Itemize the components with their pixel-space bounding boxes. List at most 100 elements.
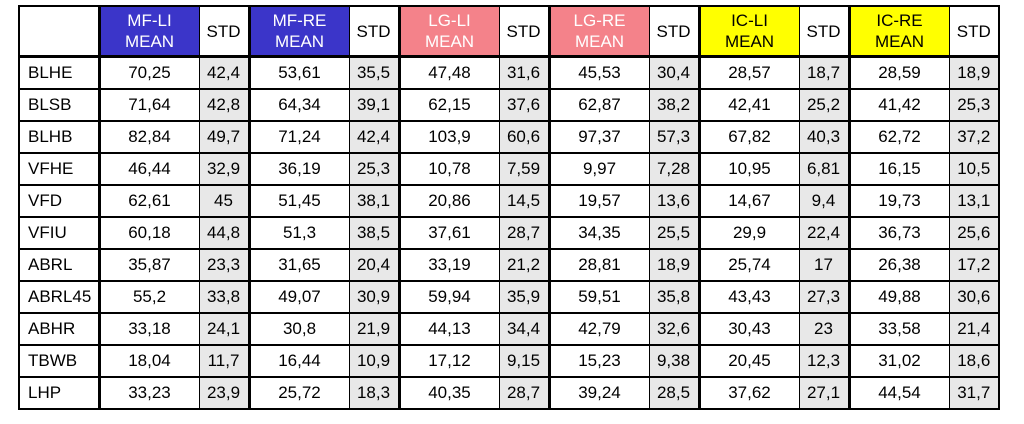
mean-value-cell: 35,87 <box>97 248 200 282</box>
std-value-cell: 22,4 <box>798 216 850 250</box>
mean-value-cell: 67,82 <box>697 120 800 154</box>
mean-value-cell: 36,19 <box>247 152 350 186</box>
mean-value-cell: 36,73 <box>847 216 950 250</box>
std-value-cell: 6,81 <box>798 152 850 186</box>
mean-value-cell: 39,24 <box>547 376 650 410</box>
std-value-cell: 18,7 <box>798 55 850 90</box>
table-row: BLHE 70,25 42,4 53,61 35,5 47,48 31,6 45,53 30,4… <box>18 55 1000 90</box>
row-label-vfhe: VFHE <box>18 152 101 186</box>
std-value-cell: 25,3 <box>948 88 1000 122</box>
data-table: MF-LI MEAN STD MF-RE MEAN STD LG-LI MEAN STD L… <box>18 5 1000 410</box>
mean-value-cell: 59,94 <box>397 280 500 314</box>
column-header-mf-re-mean: MF-RE MEAN <box>247 5 350 58</box>
std-value-cell: 18,9 <box>948 55 1000 90</box>
std-value-cell: 60,6 <box>498 120 550 154</box>
std-value-cell: 39,1 <box>348 88 400 122</box>
mean-value-cell: 71,64 <box>97 88 200 122</box>
std-value-cell: 35,9 <box>498 280 550 314</box>
std-value-cell: 44,8 <box>198 216 250 250</box>
std-value-cell: 27,3 <box>798 280 850 314</box>
std-value-cell: 31,6 <box>498 55 550 90</box>
mean-value-cell: 33,19 <box>397 248 500 282</box>
std-value-cell: 40,3 <box>798 120 850 154</box>
table-row: VFIU 60,18 44,8 51,3 38,5 37,61 28,7 34,35 25,5 2… <box>18 216 1000 250</box>
std-value-cell: 31,7 <box>948 376 1000 410</box>
row-label-abhr: ABHR <box>18 312 101 346</box>
std-value-cell: 42,8 <box>198 88 250 122</box>
row-label-abrl: ABRL <box>18 248 101 282</box>
column-header-lg-re-mean: LG-RE MEAN <box>547 5 650 58</box>
row-label-blsb: BLSB <box>18 88 101 122</box>
mean-value-cell: 62,87 <box>547 88 650 122</box>
std-value-cell: 23,9 <box>198 376 250 410</box>
mean-value-cell: 33,18 <box>97 312 200 346</box>
std-value-cell: 18,3 <box>348 376 400 410</box>
std-value-cell: 10,9 <box>348 344 400 378</box>
mean-value-cell: 97,37 <box>547 120 650 154</box>
mean-value-cell: 70,25 <box>97 55 200 90</box>
mean-value-cell: 28,59 <box>847 55 950 90</box>
std-value-cell: 17,2 <box>948 248 1000 282</box>
table-row: ABRL45 55,2 33,8 49,07 30,9 59,94 35,9 59,51 35,… <box>18 280 1000 314</box>
column-header-std: STD <box>648 5 700 58</box>
std-value-cell: 45 <box>198 184 250 218</box>
mean-value-cell: 62,15 <box>397 88 500 122</box>
std-value-cell: 7,59 <box>498 152 550 186</box>
mean-value-cell: 60,18 <box>97 216 200 250</box>
std-value-cell: 34,4 <box>498 312 550 346</box>
mean-value-cell: 19,73 <box>847 184 950 218</box>
mean-value-cell: 37,62 <box>697 376 800 410</box>
mean-value-cell: 25,72 <box>247 376 350 410</box>
column-header-lg-li-mean: LG-LI MEAN <box>397 5 500 58</box>
std-value-cell: 49,7 <box>198 120 250 154</box>
std-value-cell: 21,9 <box>348 312 400 346</box>
mean-value-cell: 62,72 <box>847 120 950 154</box>
std-value-cell: 9,38 <box>648 344 700 378</box>
mean-value-cell: 30,43 <box>697 312 800 346</box>
column-header-std: STD <box>498 5 550 58</box>
column-header-std: STD <box>348 5 400 58</box>
std-value-cell: 7,28 <box>648 152 700 186</box>
std-value-cell: 30,9 <box>348 280 400 314</box>
table-head-row: MF-LI MEAN STD MF-RE MEAN STD LG-LI MEAN STD L… <box>18 5 1000 58</box>
std-value-cell: 35,8 <box>648 280 700 314</box>
column-header-std: STD <box>948 5 1000 58</box>
mean-value-cell: 40,35 <box>397 376 500 410</box>
table-row: VFD 62,61 45 51,45 38,1 20,86 14,5 19,57 13,6 14,… <box>18 184 1000 218</box>
column-header-std: STD <box>798 5 850 58</box>
mean-value-cell: 18,04 <box>97 344 200 378</box>
std-value-cell: 25,5 <box>648 216 700 250</box>
mean-value-cell: 30,8 <box>247 312 350 346</box>
mean-value-cell: 71,24 <box>247 120 350 154</box>
row-label-tbwb: TBWB <box>18 344 101 378</box>
std-value-cell: 20,4 <box>348 248 400 282</box>
mean-value-cell: 15,23 <box>547 344 650 378</box>
std-value-cell: 32,9 <box>198 152 250 186</box>
std-value-cell: 13,6 <box>648 184 700 218</box>
mean-value-cell: 64,34 <box>247 88 350 122</box>
mean-value-cell: 59,51 <box>547 280 650 314</box>
mean-value-cell: 16,15 <box>847 152 950 186</box>
table-row: TBWB 18,04 11,7 16,44 10,9 17,12 9,15 15,23 9,38… <box>18 344 1000 378</box>
std-value-cell: 9,4 <box>798 184 850 218</box>
column-header-mf-li-mean: MF-LI MEAN <box>97 5 200 58</box>
mean-value-cell: 17,12 <box>397 344 500 378</box>
mean-value-cell: 10,95 <box>697 152 800 186</box>
mean-value-cell: 25,74 <box>697 248 800 282</box>
std-value-cell: 13,1 <box>948 184 1000 218</box>
mean-value-cell: 51,3 <box>247 216 350 250</box>
std-value-cell: 28,5 <box>648 376 700 410</box>
std-value-cell: 42,4 <box>198 55 250 90</box>
table-row: BLHB 82,84 49,7 71,24 42,4 103,9 60,6 97,37 57,3… <box>18 120 1000 154</box>
std-value-cell: 18,6 <box>948 344 1000 378</box>
row-label-blhb: BLHB <box>18 120 101 154</box>
mean-value-cell: 9,97 <box>547 152 650 186</box>
std-value-cell: 35,5 <box>348 55 400 90</box>
std-value-cell: 30,4 <box>648 55 700 90</box>
mean-value-cell: 29,9 <box>697 216 800 250</box>
std-value-cell: 10,5 <box>948 152 1000 186</box>
mean-value-cell: 28,81 <box>547 248 650 282</box>
row-label-vfd: VFD <box>18 184 101 218</box>
row-label-lhp: LHP <box>18 376 101 410</box>
mean-value-cell: 20,86 <box>397 184 500 218</box>
